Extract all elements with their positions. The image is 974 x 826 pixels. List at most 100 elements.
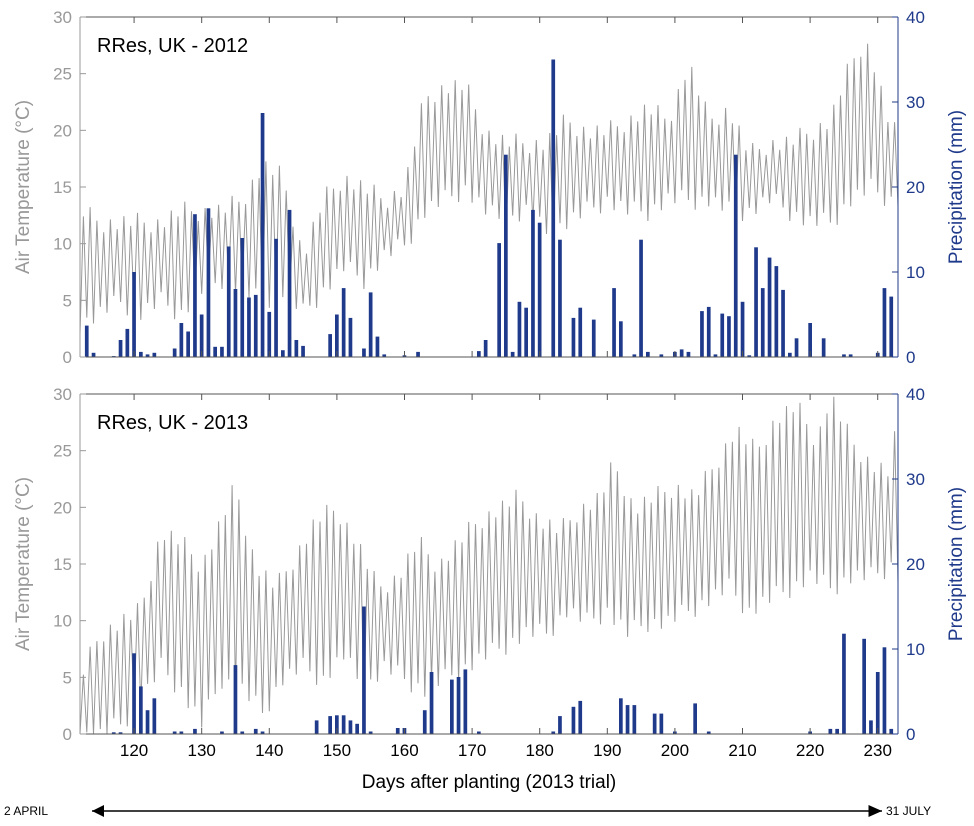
precipitation-bar <box>247 297 251 357</box>
left-tick-label: 20 <box>53 498 72 517</box>
right-tick-label: 0 <box>906 725 915 744</box>
precipitation-bar <box>558 239 562 357</box>
precipitation-bar <box>213 346 217 357</box>
precipitation-bar <box>578 307 583 357</box>
precipitation-bar <box>348 720 353 734</box>
precipitation-bar <box>659 713 664 734</box>
left-tick-label: 30 <box>53 385 72 404</box>
precipitation-bar <box>341 288 346 357</box>
precipitation-bar <box>118 340 123 357</box>
right-tick-label: 20 <box>906 178 925 197</box>
precipitation-bar <box>118 732 123 734</box>
precipitation-bar <box>781 289 785 357</box>
precipitation-bar <box>206 208 211 358</box>
precipitation-bar <box>551 59 556 357</box>
timeline-end-label: 31 JULY <box>886 804 931 818</box>
left-axis-title: Air Temperature (°C) <box>13 100 34 274</box>
precipitation-bar <box>646 351 650 357</box>
precipitation-bar <box>139 686 143 734</box>
left-tick-label: 5 <box>63 668 72 687</box>
precipitation-bar <box>220 346 224 357</box>
precipitation-bar <box>578 700 583 734</box>
precipitation-bar <box>179 731 184 734</box>
precipitation-bar <box>733 154 738 357</box>
precipitation-bar <box>524 307 528 357</box>
precipitation-bar <box>172 348 177 357</box>
precipitation-bar <box>591 319 596 357</box>
precipitation-bar <box>368 731 373 734</box>
precipitation-bar <box>713 354 718 357</box>
precipitation-bar <box>659 354 664 357</box>
precipitation-bar <box>477 351 481 357</box>
right-tick-label: 30 <box>906 470 925 489</box>
precipitation-bar <box>882 288 887 357</box>
temperature-line <box>79 396 899 735</box>
precipitation-bar <box>477 731 481 734</box>
x-tick-label: 200 <box>661 741 689 760</box>
precipitation-bar <box>510 351 515 357</box>
precipitation-bar <box>172 731 177 734</box>
precipitation-bar <box>253 294 258 357</box>
precipitation-bar <box>287 209 292 357</box>
precipitation-bar <box>132 272 136 357</box>
precipitation-bar <box>558 716 562 734</box>
precipitation-bar <box>186 331 190 357</box>
precipitation-bar <box>111 732 116 734</box>
precipitation-bar <box>382 354 387 357</box>
panel-2: 0 5 10 15 20 25 30 0 10 20 30 40 120 130 140 150 160 170 1… <box>13 385 967 793</box>
precipitation-bar <box>706 306 711 357</box>
precipitation-bar <box>700 311 704 357</box>
precipitation-bar <box>335 715 339 734</box>
precipitation-bar <box>335 314 339 357</box>
x-tick-label: 120 <box>120 741 148 760</box>
precipitation-bar <box>571 706 576 734</box>
precipitation-bar <box>882 647 887 734</box>
precipitation-bar <box>145 710 150 734</box>
precipitation-bar <box>274 238 278 357</box>
precipitation-bar <box>889 296 894 357</box>
left-axis-title: Air Temperature (°C) <box>13 477 34 651</box>
precipitation-bar <box>531 209 535 357</box>
precipitation-bar <box>571 317 576 357</box>
precipitation-bar <box>754 247 758 357</box>
precipitation-bar <box>84 325 89 357</box>
left-tick-label: 10 <box>53 612 72 631</box>
x-axis-title: Days after planting (2013 trial) <box>362 772 617 793</box>
x-tick-label: 220 <box>796 741 824 760</box>
precipitation-bar <box>612 288 616 357</box>
precipitation-bar <box>842 633 846 734</box>
left-tick-label: 20 <box>53 121 72 140</box>
precipitation-bar <box>456 677 461 734</box>
precipitation-bar <box>429 672 434 734</box>
right-tick-label: 10 <box>906 640 925 659</box>
precipitation-bar <box>848 354 853 357</box>
precipitation-bar <box>328 334 332 357</box>
precipitation-bar <box>179 323 184 357</box>
precipitation-bar <box>862 638 866 734</box>
precipitation-bar <box>632 705 637 734</box>
x-tick-label: 160 <box>390 741 418 760</box>
precipitation-bar <box>240 731 245 734</box>
precipitation-bar <box>720 313 725 357</box>
x-tick-label: 140 <box>255 741 283 760</box>
left-tick-label: 0 <box>63 348 72 367</box>
precipitation-bar <box>537 222 542 357</box>
precipitation-bar <box>504 154 508 357</box>
precipitation-bar <box>125 328 130 357</box>
left-tick-label: 15 <box>53 178 72 197</box>
precipitation-bar <box>240 238 245 357</box>
left-tick-label: 0 <box>63 725 72 744</box>
x-tick-label: 210 <box>728 741 756 760</box>
precipitation-bar <box>842 354 846 357</box>
precipitation-bar <box>260 731 265 734</box>
precipitation-bar <box>652 713 657 734</box>
precipitation-bar <box>301 345 305 357</box>
precipitation-bar <box>362 348 366 357</box>
temperature-line <box>79 43 899 335</box>
x-tick-label: 230 <box>864 741 892 760</box>
precipitation-bar <box>450 679 454 734</box>
panel-1: 0 5 10 15 20 25 30 0 10 20 30 40 RRes, UK - 2012 Air … <box>13 8 967 367</box>
timeline: 2 APRIL 31 JULY <box>4 804 931 818</box>
precipitation-bar <box>740 301 745 358</box>
